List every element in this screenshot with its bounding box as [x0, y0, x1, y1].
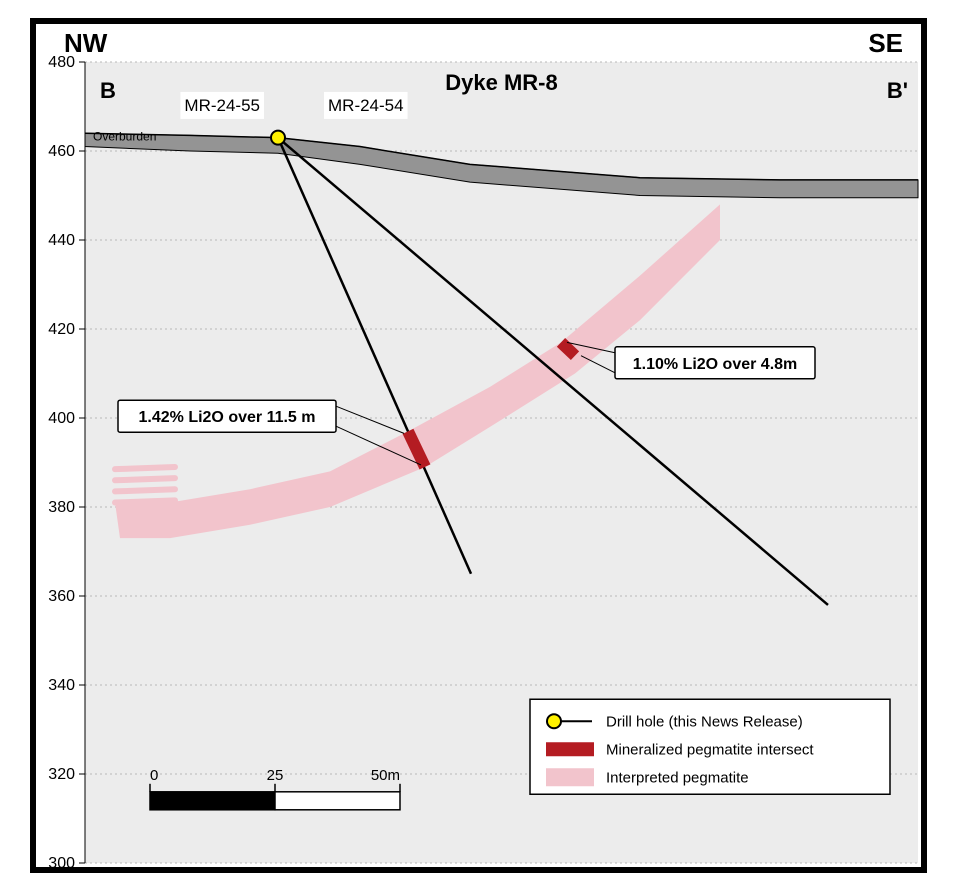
legend-interp-text: Interpreted pegmatite [606, 769, 749, 786]
ytick-label: 320 [48, 766, 75, 783]
ytick-label: 300 [48, 855, 75, 872]
hole-label-left: MR-24-55 [184, 96, 260, 115]
direction-nw: NW [64, 28, 108, 58]
scale-t0: 0 [150, 767, 158, 784]
ytick-label: 380 [48, 499, 75, 516]
ytick-label: 400 [48, 410, 75, 427]
pegmatite-tail [115, 467, 175, 469]
callout-left-text: 1.42% Li2O over 11.5 m [139, 409, 316, 426]
legend-drill-collar [547, 714, 561, 728]
scale-bar-black [150, 792, 275, 810]
section-title: Dyke MR-8 [445, 70, 557, 95]
legend-mineral-swatch [546, 742, 594, 756]
section-label-right: B' [887, 78, 908, 103]
ytick-label: 460 [48, 143, 75, 160]
ytick-label: 420 [48, 321, 75, 338]
section-label-left: B [100, 78, 116, 103]
ytick-label: 440 [48, 232, 75, 249]
legend-drill-text: Drill hole (this News Release) [606, 713, 803, 730]
legend-interp-swatch [546, 768, 594, 786]
pegmatite-tail [115, 500, 175, 502]
legend-mineral-text: Mineralized pegmatite intersect [606, 741, 814, 758]
drill-collar [271, 131, 285, 145]
pegmatite-tail [115, 489, 175, 491]
pegmatite-tail [115, 478, 175, 480]
scale-t2: 50m [371, 767, 400, 784]
overburden-label: Overburden [93, 130, 156, 144]
direction-se: SE [868, 28, 903, 58]
callout-right-text: 1.10% Li2O over 4.8m [633, 356, 798, 373]
scale-t1: 25 [267, 767, 284, 784]
cross-section-svg: 480460440420400380360340320300NWSEDyke M… [0, 0, 957, 892]
ytick-label: 340 [48, 677, 75, 694]
scale-bar-white [275, 792, 400, 810]
ytick-label: 360 [48, 588, 75, 605]
hole-label-right: MR-24-54 [328, 96, 404, 115]
